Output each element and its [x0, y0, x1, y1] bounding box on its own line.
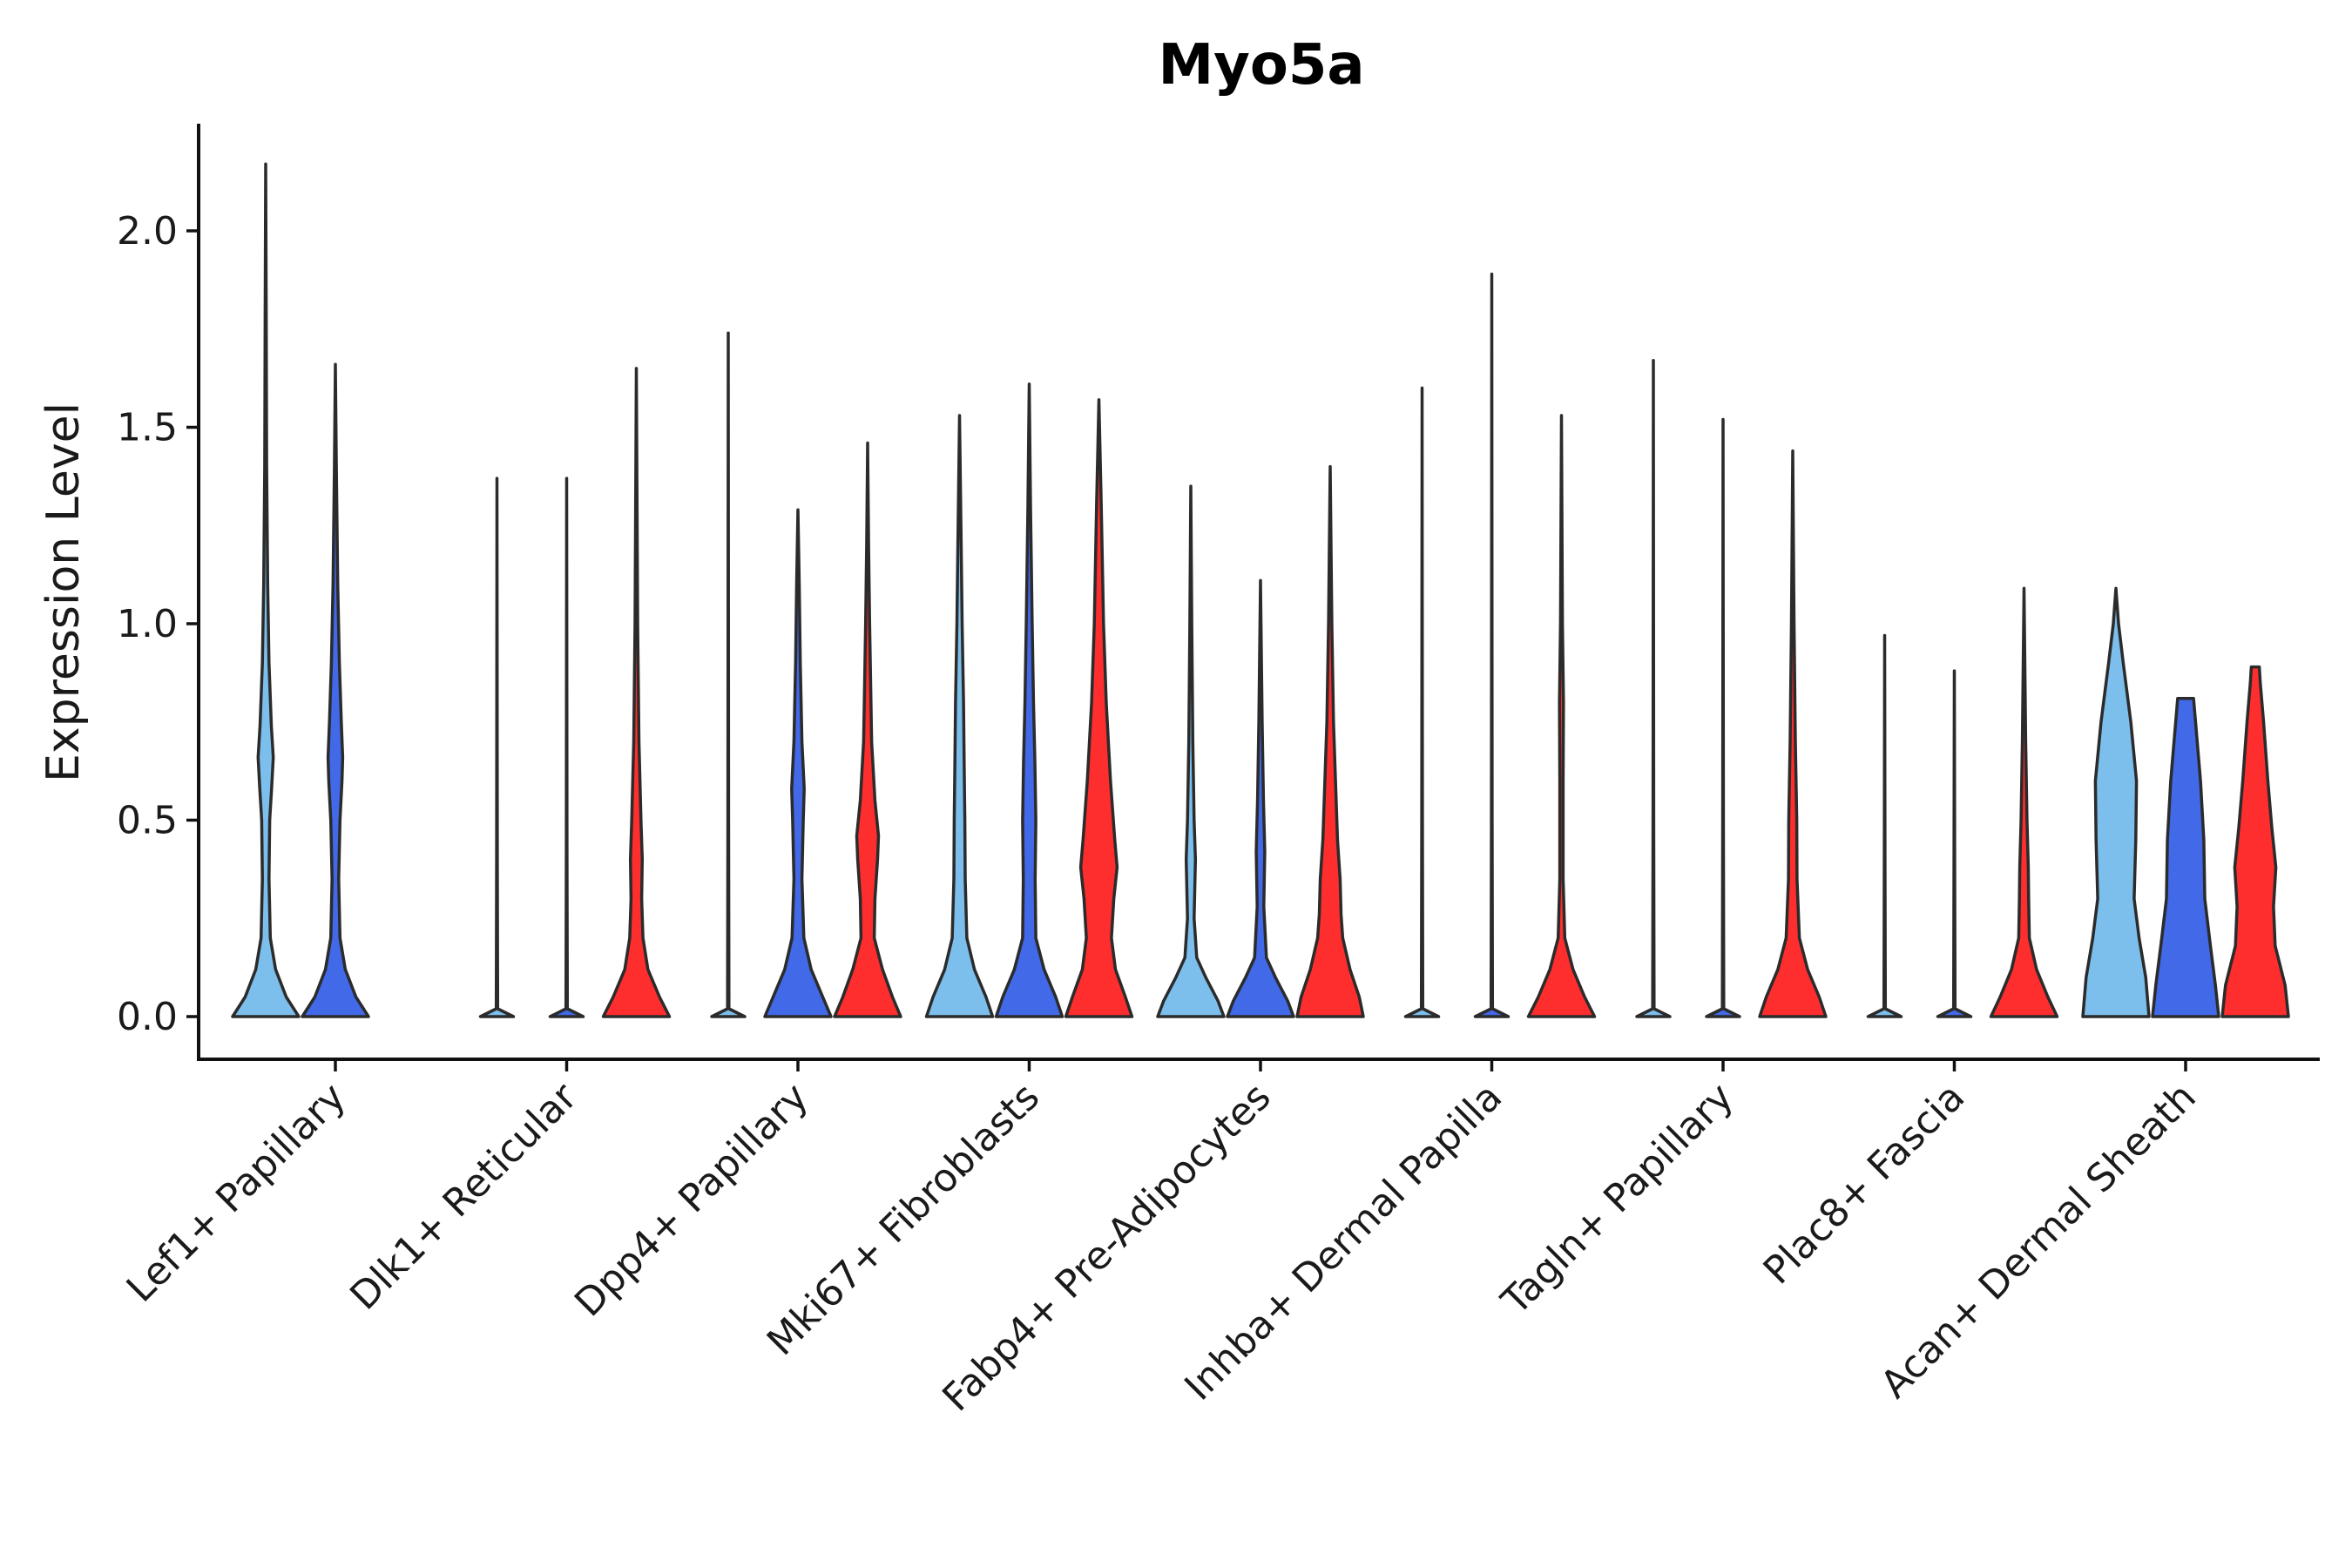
- violin-14: [1295, 464, 1365, 1018]
- violin-6: [710, 331, 747, 1018]
- violin-16: [1473, 272, 1511, 1018]
- violin-7: [763, 508, 833, 1018]
- violin-4: [548, 476, 585, 1018]
- violin-23: [1989, 586, 2059, 1018]
- x-tick-label: Dpp4+ Papillary: [566, 1075, 817, 1326]
- violin-24: [2081, 586, 2151, 1018]
- violin-22: [1936, 669, 1973, 1018]
- violin-17: [1526, 414, 1597, 1018]
- violin-25: [2151, 696, 2220, 1018]
- violin-20: [1758, 449, 1828, 1018]
- violin-5: [601, 367, 672, 1018]
- y-tick-label: 1.0: [117, 602, 178, 646]
- x-tick-label: Dlk1+ Reticular: [341, 1074, 586, 1319]
- violin-layer: [231, 162, 2290, 1018]
- y-tick-label: 0.5: [117, 799, 178, 843]
- violin-10: [994, 382, 1064, 1018]
- x-tick-label: Lef1+ Papillary: [118, 1075, 355, 1311]
- violin-21: [1866, 633, 1903, 1018]
- violin-11: [1064, 398, 1134, 1018]
- violin-3: [478, 476, 516, 1018]
- x-tick-label: Tagln+ Papillary: [1493, 1075, 1742, 1324]
- violin-18: [1635, 359, 1672, 1018]
- violin-13: [1226, 578, 1295, 1018]
- violin-19: [1705, 417, 1741, 1018]
- y-tick-label: 2.0: [117, 209, 178, 253]
- violin-2: [301, 362, 370, 1018]
- x-tick-label: Plac8+ Fascia: [1755, 1075, 1974, 1294]
- chart-title: Myo5a: [1158, 33, 1364, 98]
- violin-26: [2220, 665, 2290, 1018]
- violin-15: [1403, 386, 1441, 1018]
- y-ticks: 0.0 0.5 1.0 1.5 2.0: [117, 209, 199, 1039]
- axes: [197, 124, 2320, 1061]
- y-tick-label: 1.5: [117, 406, 178, 450]
- violin-8: [833, 441, 902, 1018]
- y-axis-label: Expression Level: [37, 402, 90, 782]
- violin-1: [231, 162, 301, 1018]
- y-tick-label: 0.0: [117, 995, 178, 1039]
- violin-12: [1156, 484, 1226, 1018]
- violin-9: [924, 414, 995, 1018]
